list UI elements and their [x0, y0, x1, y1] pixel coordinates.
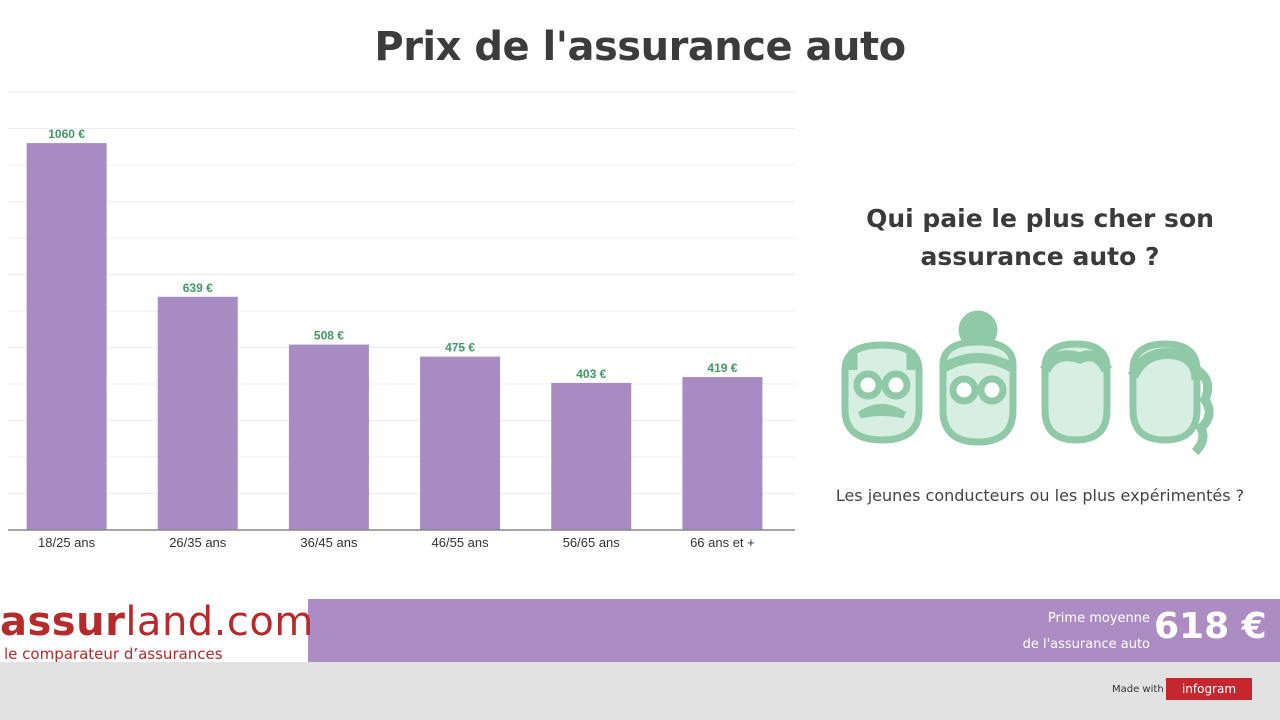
bar-0 [26, 143, 107, 530]
chart-x-tick-labels: 18/25 ans 26/35 ans 36/45 ans 46/55 ans 56/6… [38, 535, 755, 550]
average-premium-label-line2: de l'assurance auto [1022, 637, 1150, 652]
average-premium-label-line1: Prime moyenne [1047, 611, 1150, 626]
logo-bold-text: assur [0, 599, 126, 645]
average-premium-label: Prime moyenne de l'assurance auto [1010, 606, 1150, 658]
bar-4 [551, 382, 632, 530]
average-premium-value: 618 € [1154, 606, 1267, 647]
young-man-face-icon [1040, 340, 1112, 444]
bar-chart: 1060 € 639 € 508 € 475 € 403 € 419 € 18/25 an… [8, 91, 795, 550]
data-label-5: 419 € [707, 361, 737, 375]
side-subtitle: Les jeunes conducteurs ou les plus expér… [835, 486, 1245, 505]
chart-grid [8, 91, 795, 494]
made-with-text: Made with [1112, 684, 1164, 695]
bottom-bar [0, 662, 1280, 720]
x-tick-label-5: 66 ans et + [690, 535, 755, 550]
x-tick-label-4: 56/65 ans [563, 535, 621, 550]
side-question: Qui paie le plus cher son assurance auto… [840, 200, 1240, 276]
page-title: Prix de l'assurance auto [374, 24, 906, 70]
data-label-3: 475 € [445, 341, 475, 355]
bar-5 [682, 377, 763, 530]
side-question-line2: assurance auto ? [920, 242, 1160, 271]
logo-box [0, 599, 308, 662]
data-label-4: 403 € [576, 367, 606, 381]
old-man-face-icon [841, 341, 923, 444]
assurland-logo[interactable]: assurland.com [0, 600, 314, 644]
x-tick-label-2: 36/45 ans [300, 535, 358, 550]
x-tick-label-3: 46/55 ans [432, 535, 490, 550]
data-label-2: 508 € [314, 329, 344, 343]
driver-faces [841, 310, 1214, 456]
logo-light-text: land.com [125, 599, 314, 645]
bar-3 [420, 356, 501, 530]
bar-2 [288, 344, 369, 530]
chart-bars [26, 143, 763, 530]
side-question-line1: Qui paie le plus cher son [866, 204, 1214, 233]
bar-1 [157, 296, 238, 530]
chart-data-labels: 1060 € 639 € 508 € 475 € 403 € 419 € [48, 127, 738, 381]
young-woman-face-icon [1128, 340, 1214, 456]
x-tick-label-1: 26/35 ans [169, 535, 227, 550]
logo-tagline: le comparateur d’assurances [4, 645, 223, 663]
old-woman-face-icon [939, 310, 1017, 446]
infogram-badge[interactable]: infogram [1166, 678, 1252, 700]
data-label-1: 639 € [183, 281, 213, 295]
data-label-0: 1060 € [48, 127, 85, 141]
x-tick-label-0: 18/25 ans [38, 535, 96, 550]
